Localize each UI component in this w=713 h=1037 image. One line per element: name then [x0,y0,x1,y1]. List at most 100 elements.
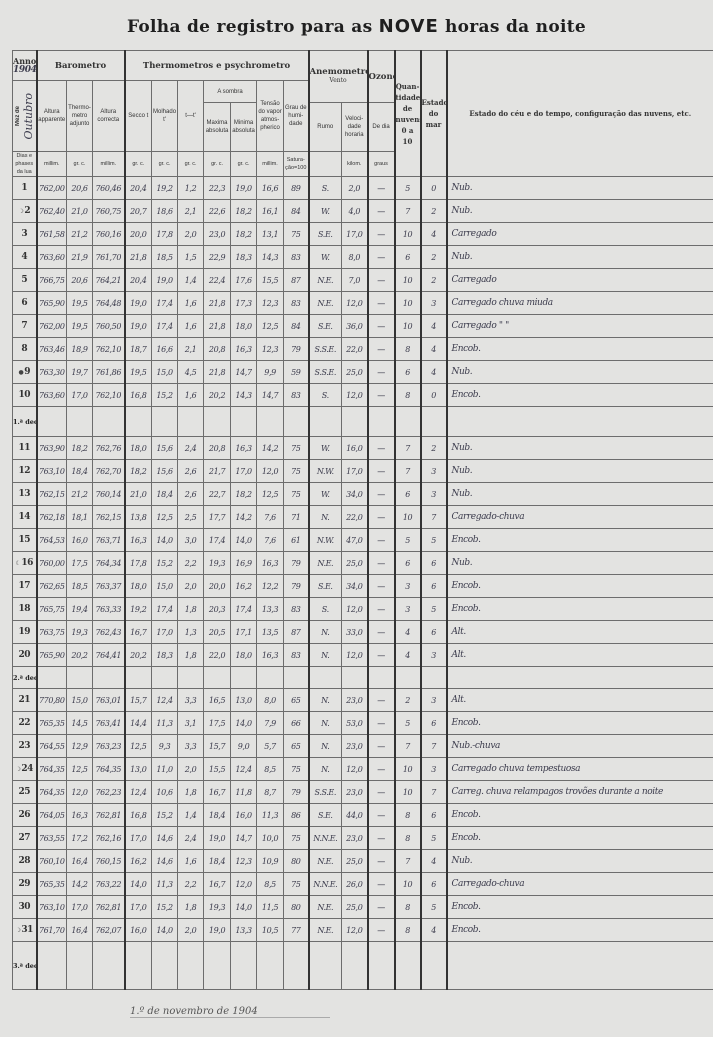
value-cell: — [366,360,396,384]
value-cell: 34,0 [341,482,369,506]
day-cell: 7 [12,314,38,338]
value-cell: 79 [283,551,310,575]
value-cell: 7,6 [256,505,285,529]
unit-cell: millim. [91,151,126,177]
value-cell: 16,4 [66,918,93,942]
value-cell: 765,90 [36,643,67,667]
value-cell: 20,4 [124,268,153,292]
value-cell: — [366,176,396,200]
empty-cell [445,406,713,437]
value-cell: 75 [283,222,310,246]
value-cell: 19,2 [124,597,153,621]
value-cell: 22,4 [203,268,232,292]
moon-phase-icon: ● [18,369,24,376]
empty-cell [230,666,258,689]
a-sombra-header: A sombra [203,79,258,104]
value-cell: 12,0 [341,383,369,407]
value-cell: 762,76 [91,436,126,460]
value-cell: 20,5 [203,620,232,644]
value-cell: 762,15 [36,482,67,506]
value-cell: 18,4 [151,482,179,506]
value-cell: 10 [393,222,422,246]
value-cell: 17,4 [151,291,179,315]
value-cell: 16,3 [66,803,93,827]
value-cell: 2,4 [177,436,205,460]
value-cell: — [366,597,396,621]
value-cell: 18,2 [230,222,258,246]
remarks-cell: Encob. [445,803,713,827]
value-cell: 9,3 [151,734,179,758]
value-cell: 75 [283,872,310,896]
value-cell: 18,2 [230,199,258,223]
value-cell: — [366,849,396,873]
value-cell: 7,6 [256,528,285,552]
remarks-cell: Carreg. chuva relampagos trovões durante… [445,780,713,804]
value-cell: 19,5 [66,314,93,338]
value-cell: W. [308,482,343,506]
value-cell: 12,3 [230,849,258,873]
empty-cell [203,941,232,990]
value-cell: 762,00 [36,314,67,338]
value-cell: 763,01 [91,688,126,712]
value-cell: 8 [393,895,422,919]
value-cell: 18,5 [151,245,179,269]
value-cell: 1,6 [177,849,205,873]
empty-cell [151,666,179,689]
unit-cell: gr. c. [151,151,179,177]
value-cell: 765,35 [36,711,67,735]
value-cell: 20,3 [203,597,232,621]
value-cell: 17,1 [230,620,258,644]
value-cell: 14,5 [66,711,93,735]
remarks-cell: Nub. [445,360,713,384]
table-row: 8 763,46 18,9 762,10 18,7 16,6 2,1 20,8 16,3 12,3… [12,337,713,361]
value-cell: W. [308,436,343,460]
value-cell: — [366,780,396,804]
quantidade-header: Quan-tidade de nuvens 0 a 10 [393,50,422,177]
day-number: 16 [21,558,33,568]
value-cell: 19,0 [203,918,232,942]
value-cell: 16,3 [256,551,285,575]
decada-row: 2.ª decada [12,666,713,689]
value-cell: 17,0 [66,895,93,919]
day-cell: 10 [12,383,38,407]
value-cell: 8 [393,918,422,942]
value-cell: 763,46 [36,337,67,361]
value-cell: 23,0 [341,734,369,758]
value-cell: 19,0 [203,826,232,850]
empty-cell [36,941,67,990]
table-row: 6 765,90 19,5 764,48 19,0 17,4 1,6 21,8 17,3 12,3… [12,291,713,315]
value-cell: 17,5 [66,551,93,575]
value-cell: 1,3 [177,620,205,644]
value-cell: 16,7 [203,780,232,804]
value-cell: 8,0 [256,688,285,712]
value-cell: 763,30 [36,360,67,384]
day-cell: ☽31 [12,918,38,942]
value-cell: S.S.E. [308,337,343,361]
value-cell: 20,2 [203,383,232,407]
value-cell: S.E. [308,314,343,338]
value-cell: 762,43 [91,620,126,644]
value-cell: 3 [393,597,422,621]
value-cell: 12,5 [256,482,285,506]
moon-phase-icon: ☽ [15,766,21,773]
value-cell: 1,6 [177,383,205,407]
empty-cell [36,406,67,437]
value-cell: 18,7 [124,337,153,361]
value-cell: 8 [393,803,422,827]
value-cell: — [366,826,396,850]
value-cell: 18,2 [66,436,93,460]
day-cell: 11 [12,436,38,460]
value-cell: 21,8 [203,360,232,384]
de-dia-header: De dia [366,102,396,152]
remarks-cell: Carregado [445,222,713,246]
empty-cell [283,941,310,990]
secco-header: Secco t [124,80,153,152]
value-cell: 6 [419,551,448,575]
value-cell: 18,6 [151,199,179,223]
value-cell: 18,5 [66,574,93,598]
value-cell: 2 [419,268,448,292]
table-row: 27 763,55 17,2 762,16 17,0 14,6 2,4 19,0 14,7 10,… [12,826,713,850]
value-cell: 18,3 [230,245,258,269]
value-cell: 19,0 [124,291,153,315]
value-cell: — [366,505,396,529]
